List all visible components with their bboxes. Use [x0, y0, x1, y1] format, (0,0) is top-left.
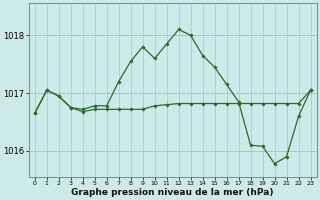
X-axis label: Graphe pression niveau de la mer (hPa): Graphe pression niveau de la mer (hPa)	[71, 188, 274, 197]
